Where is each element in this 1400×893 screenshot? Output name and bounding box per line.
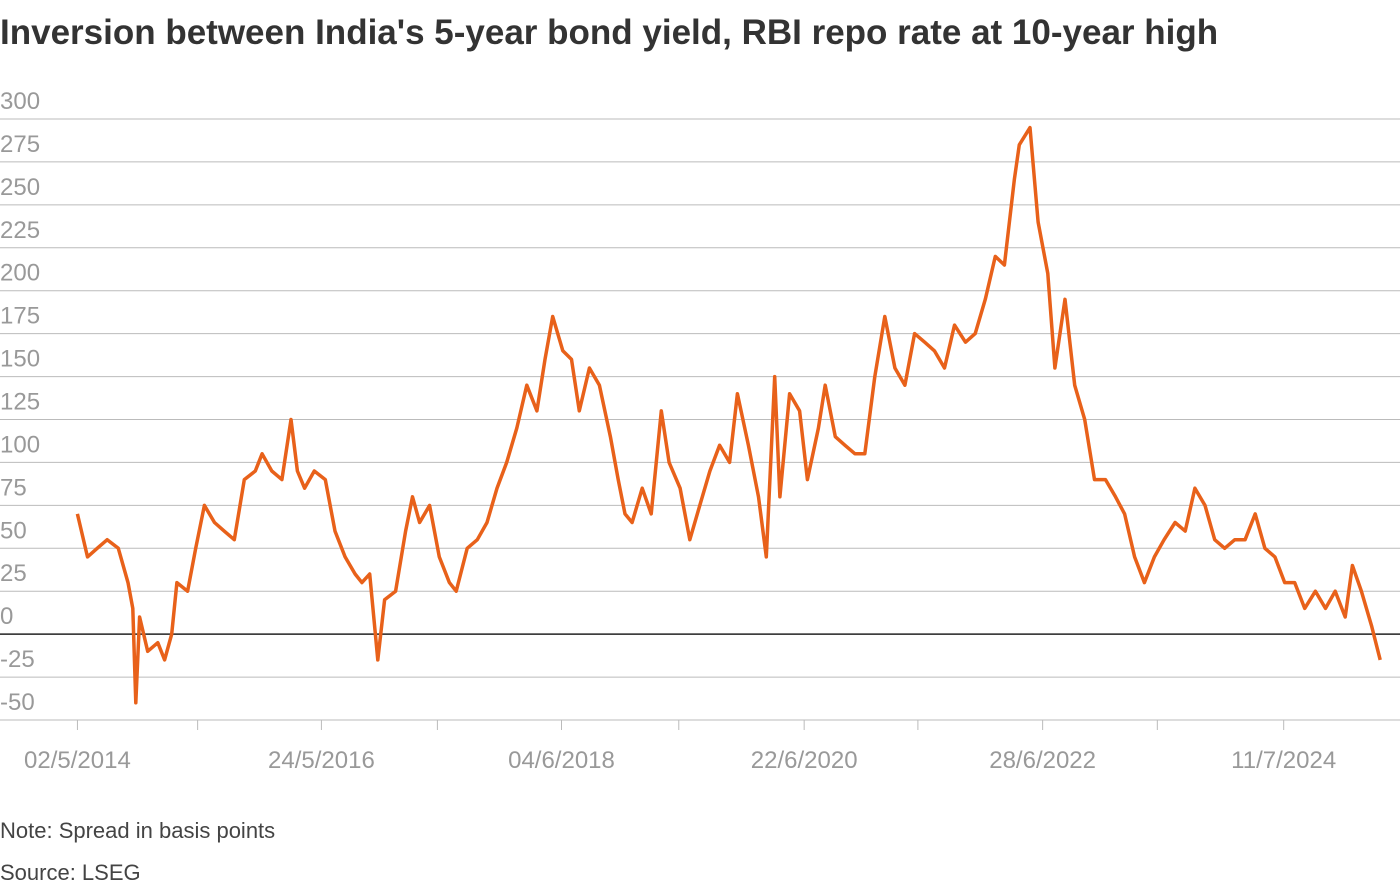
line: [75, 125, 1382, 705]
y-tick-label: 0: [0, 603, 13, 630]
y-tick-label: 225: [0, 217, 40, 244]
y-tick-label: 275: [0, 131, 40, 158]
y-tick-label: 25: [0, 560, 27, 587]
note: Note: Spread in basis points: [0, 818, 275, 843]
y-tick-label: 200: [0, 260, 40, 287]
y-tick-label: 175: [0, 303, 40, 330]
x-tick-label: 24/5/2016: [268, 747, 375, 774]
y-tick-label: 150: [0, 346, 40, 373]
chart-title: Inversion between India's 5-year bond yi…: [0, 13, 1218, 52]
x-tick-label: 02/5/2014: [24, 747, 131, 774]
y-tick-label: 125: [0, 389, 40, 416]
y-tick-label: -25: [0, 646, 35, 673]
y-tick-label: 100: [0, 431, 40, 458]
y-tick-label: 250: [0, 174, 40, 201]
source: Source: LSEG: [0, 860, 141, 885]
y-tick-label: 50: [0, 517, 27, 544]
y-tick-label: 75: [0, 474, 27, 501]
x-tick-label: 22/6/2020: [751, 747, 858, 774]
y-tick-label: 300: [0, 88, 40, 115]
x-tick-label: 04/6/2018: [508, 747, 615, 774]
x-tick-label: 11/7/2024: [1231, 747, 1336, 774]
y-tick-label: -50: [0, 689, 35, 716]
x-tick-label: 28/6/2022: [989, 747, 1096, 774]
